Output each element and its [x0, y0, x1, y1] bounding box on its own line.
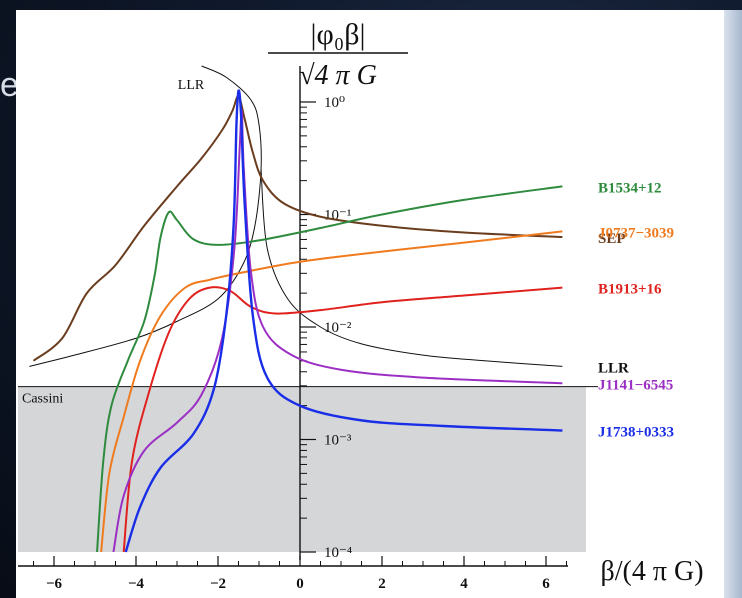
cassini-label: Cassini — [22, 392, 63, 407]
series-label-b1913-16: B1913+16 — [598, 282, 662, 298]
cropped-letter: e — [0, 66, 19, 104]
series-label-b1534-12: B1534+12 — [598, 180, 662, 196]
series-line-b1534-12 — [96, 185, 563, 553]
y-axis-label-denominator: √4 π G — [299, 60, 377, 91]
series-label-llr: LLR — [598, 360, 629, 376]
series-label-j0737-3039: J0737−3039 — [598, 225, 674, 241]
y-tick-label: 10⁰ — [324, 95, 345, 111]
llr-top-label: LLR — [178, 78, 205, 93]
x-tick-label: 0 — [296, 576, 304, 592]
x-tick-label: 4 — [460, 576, 468, 592]
series-line-j0737-3039 — [100, 230, 563, 553]
x-axis: −6 −4 −2 0 2 4 6 — [18, 556, 568, 592]
x-tick-label: 2 — [378, 576, 386, 592]
y-tick-label: 10⁻² — [324, 320, 352, 336]
x-tick-label: −2 — [210, 576, 226, 592]
y-tick-label: 10⁻⁴ — [324, 545, 352, 561]
x-tick-label: 6 — [542, 576, 550, 592]
series-label-j1141-6545: J1141−6545 — [598, 377, 673, 393]
series-line-sep — [32, 95, 563, 362]
y-axis-label-numerator: |φ₀β| — [310, 18, 365, 51]
y-tick-label: 10⁻³ — [324, 433, 352, 449]
excluded-region — [18, 386, 586, 552]
series-label-j1738-0333: J1738+0333 — [598, 425, 674, 441]
x-tick-label: −6 — [46, 576, 63, 592]
panel-edge-shade — [722, 10, 742, 598]
series-line-llr-right — [260, 169, 563, 367]
series-line-j1738-0333 — [124, 89, 563, 553]
series-lines — [29, 65, 563, 553]
series-line-llr — [29, 65, 262, 367]
x-tick-label: −4 — [128, 576, 145, 592]
series-label-sep: SEP — [598, 231, 626, 247]
x-axis-label: β/(4 π G) — [600, 556, 703, 587]
